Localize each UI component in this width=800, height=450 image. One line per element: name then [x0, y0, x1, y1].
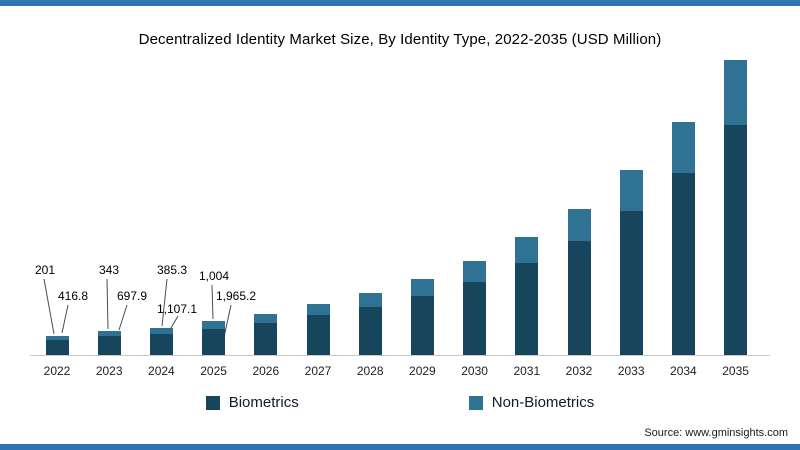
bar-non-biometrics-2034	[671, 122, 695, 173]
bar-biometrics-2033	[619, 211, 643, 355]
top-accent-bar	[0, 0, 800, 6]
bottom-accent-bar	[0, 444, 800, 450]
bar-non-biometrics-2031	[515, 237, 539, 263]
chart-title: Decentralized Identity Market Size, By I…	[138, 31, 662, 48]
annotation-2024-5: 1,107.1	[157, 302, 198, 316]
x-axis-label-2026: 2026	[252, 364, 280, 378]
bar-non-biometrics-2029	[410, 279, 434, 296]
bar-biometrics-2025	[202, 329, 226, 355]
annotation-2024-4: 385.3	[157, 263, 188, 277]
annotation-2025-7: 1,965.2	[216, 289, 257, 303]
x-axis-label-2031: 2031	[513, 364, 541, 378]
legend-label-non-biometrics: Non-Biometrics	[491, 394, 595, 411]
bar-biometrics-2024	[149, 334, 173, 355]
bar-non-biometrics-2033	[619, 170, 643, 211]
x-axis-label-2027: 2027	[304, 364, 332, 378]
bar-non-biometrics-2030	[463, 261, 487, 282]
x-axis-label-2022: 2022	[43, 364, 71, 378]
bar-biometrics-2027	[306, 315, 330, 355]
x-axis-label-2030: 2030	[461, 364, 488, 378]
x-axis-label-2023: 2023	[95, 364, 123, 378]
bar-biometrics-2035	[724, 125, 748, 355]
bar-biometrics-2022	[45, 340, 69, 355]
bar-non-biometrics-2023	[97, 331, 121, 336]
x-axis-line	[30, 355, 770, 356]
annotation-2023-2: 343	[99, 263, 120, 277]
bar-non-biometrics-2022	[45, 336, 69, 340]
bar-biometrics-2030	[463, 282, 487, 355]
legend-label-biometrics: Biometrics	[228, 394, 299, 411]
bar-biometrics-2028	[358, 307, 382, 355]
bar-biometrics-2029	[410, 296, 434, 355]
source-credit: Source: www.gminsights.com	[644, 427, 788, 439]
bar-non-biometrics-2025	[202, 321, 226, 329]
x-axis-label-2035: 2035	[722, 364, 749, 378]
non-biometrics-swatch	[468, 395, 483, 410]
annotation-2025-6: 1,004	[199, 269, 230, 283]
x-axis-label-2032: 2032	[565, 364, 593, 378]
x-axis-label-2033: 2033	[617, 364, 645, 378]
biometrics-swatch	[205, 395, 220, 410]
annotation-2022-1: 416.8	[58, 289, 89, 303]
bar-non-biometrics-2024	[149, 328, 173, 334]
legend-item-non-biometrics: Non-Biometrics	[468, 394, 595, 411]
legend: Biometrics Non-Biometrics	[0, 394, 800, 411]
bar-biometrics-2032	[567, 241, 591, 355]
annotation-2023-3: 697.9	[117, 289, 148, 303]
x-axis-label-2028: 2028	[356, 364, 384, 378]
bar-biometrics-2031	[515, 263, 539, 355]
legend-item-biometrics: Biometrics	[205, 394, 299, 411]
x-axis-label-2025: 2025	[200, 364, 227, 378]
bar-biometrics-2034	[671, 173, 695, 355]
annotation-2022-0: 201	[35, 263, 56, 277]
bar-non-biometrics-2032	[567, 209, 591, 241]
bar-non-biometrics-2027	[306, 304, 330, 315]
bar-biometrics-2023	[97, 336, 121, 355]
x-axis-label-2034: 2034	[670, 364, 697, 378]
bar-non-biometrics-2028	[358, 293, 382, 307]
bar-non-biometrics-2026	[254, 314, 278, 323]
x-axis-label-2024: 2024	[148, 364, 175, 378]
bar-biometrics-2026	[254, 323, 278, 355]
bar-non-biometrics-2035	[724, 60, 748, 125]
x-axis-label-2029: 2029	[409, 364, 436, 378]
